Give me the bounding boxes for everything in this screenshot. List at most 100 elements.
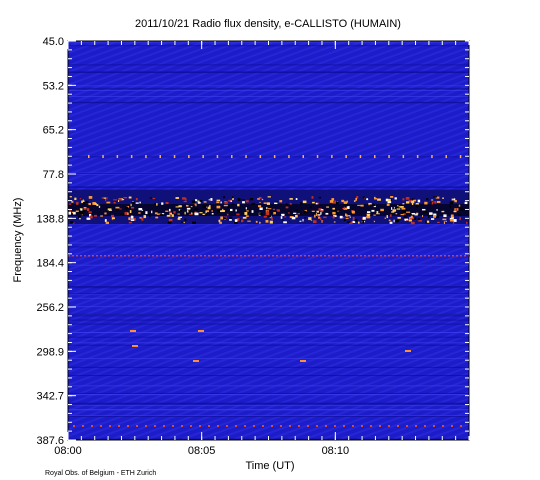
texture-dot — [204, 255, 206, 257]
texture-dot — [312, 255, 314, 257]
texture-dot — [292, 255, 294, 257]
y-tick-label: 342.7 — [36, 391, 64, 403]
texture-dot — [441, 210, 445, 213]
texture-dot — [358, 221, 360, 224]
texture-dot — [178, 205, 182, 208]
texture-dot — [298, 425, 300, 427]
y-tick-label: 184.4 — [36, 258, 64, 270]
texture-dot — [185, 204, 189, 207]
texture-dot — [459, 208, 462, 211]
texture-dot — [117, 200, 120, 202]
texture-dot — [316, 210, 319, 213]
texture-line — [68, 287, 469, 289]
texture-dot — [366, 211, 371, 213]
texture-dot — [300, 255, 302, 257]
texture-dot — [261, 198, 264, 201]
texture-dot — [139, 201, 141, 204]
texture-dot — [259, 155, 262, 158]
credit: Royal Obs. of Belgium - ETH Zurich — [45, 470, 156, 477]
texture-dot — [251, 210, 254, 213]
texture-dot — [394, 197, 397, 200]
texture-dot — [416, 155, 419, 158]
texture-dot — [205, 210, 210, 213]
texture-line — [68, 392, 469, 394]
texture-dot — [347, 215, 351, 217]
texture-dot — [136, 425, 138, 427]
texture-dot — [285, 206, 289, 209]
texture-dot — [280, 425, 282, 427]
texture-dot — [315, 213, 317, 216]
texture-dot — [415, 425, 417, 427]
texture-line — [68, 85, 469, 87]
texture-dot — [246, 210, 250, 212]
texture-line — [68, 336, 469, 338]
texture-dot — [425, 220, 428, 224]
texture-dot — [224, 201, 228, 204]
texture-dot — [332, 211, 336, 215]
texture-dot — [315, 202, 318, 205]
texture-line — [68, 358, 469, 360]
texture-dot — [82, 199, 84, 201]
texture-dot — [332, 200, 337, 204]
texture-dot — [345, 213, 347, 217]
texture-dot — [279, 200, 283, 203]
texture-line — [68, 72, 469, 74]
texture-dot — [320, 210, 324, 213]
texture-dot — [343, 219, 346, 222]
texture-dot — [410, 215, 413, 219]
texture-dot — [259, 221, 261, 224]
texture-dot — [208, 425, 210, 427]
texture-dot — [402, 210, 407, 214]
texture-dot — [317, 216, 321, 219]
texture-dot — [163, 425, 165, 427]
texture-line — [68, 242, 469, 244]
texture-dot — [106, 201, 111, 204]
texture-dot — [453, 210, 457, 213]
texture-dot — [373, 220, 376, 223]
texture-dot — [309, 206, 312, 208]
texture-line — [68, 246, 469, 248]
texture-dot — [88, 211, 92, 214]
texture-dot — [161, 202, 164, 205]
texture-dot — [366, 215, 371, 219]
texture-dot — [348, 255, 350, 257]
texture-dot — [389, 221, 393, 224]
texture-dot — [148, 213, 151, 216]
texture-dot — [333, 200, 336, 202]
y-tick-label: 298.9 — [36, 346, 64, 358]
texture-dot — [154, 203, 157, 205]
texture-dot — [138, 212, 141, 214]
texture-dot — [388, 155, 390, 158]
texture-dot — [295, 198, 298, 201]
texture-dot — [371, 209, 375, 212]
texture-dot — [415, 203, 419, 205]
texture-dot — [395, 206, 398, 210]
texture-dot — [245, 207, 247, 210]
texture-dot — [127, 212, 129, 215]
texture-dot — [236, 218, 240, 221]
texture-dot — [449, 205, 452, 208]
texture-dot — [88, 155, 90, 158]
texture-dot — [452, 255, 454, 257]
texture-dot — [436, 209, 438, 211]
texture-dot — [80, 208, 83, 211]
texture-dot — [424, 425, 426, 427]
y-tick-label: 256.2 — [36, 302, 64, 314]
texture-dot — [88, 202, 91, 206]
texture-dot — [74, 197, 77, 201]
texture-dot — [272, 255, 274, 257]
texture-dot — [208, 204, 211, 208]
texture-dot — [168, 218, 173, 222]
texture-dot — [434, 201, 437, 204]
texture-dot — [321, 219, 323, 223]
texture-dot — [397, 217, 401, 219]
texture-dot — [311, 210, 315, 212]
texture-dot — [402, 198, 405, 201]
texture-dot — [331, 155, 333, 158]
texture-dot — [242, 216, 247, 219]
texture-dot — [352, 255, 354, 257]
texture-dot — [465, 221, 468, 224]
texture-dot — [411, 202, 414, 206]
texture-dot — [267, 196, 271, 198]
texture-dot — [135, 198, 138, 201]
